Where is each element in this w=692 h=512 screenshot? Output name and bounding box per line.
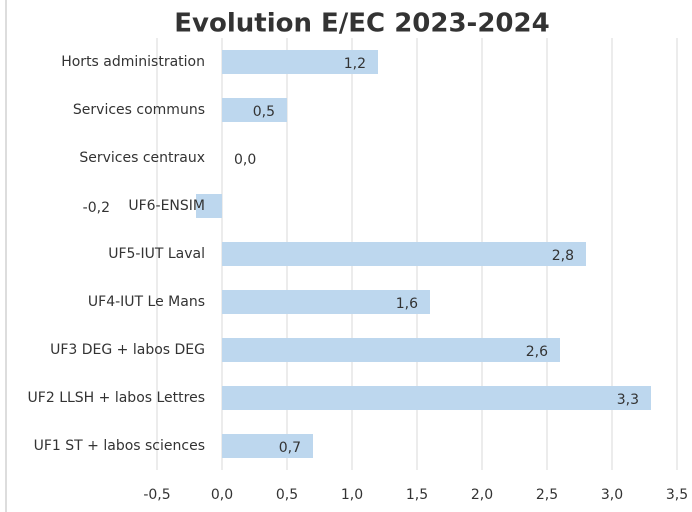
bar (222, 290, 430, 314)
category-label: Services centraux (79, 150, 205, 166)
value-label: 2,8 (552, 248, 574, 264)
category-label: UF3 DEG + labos DEG (50, 342, 205, 358)
x-tick-label: 1,5 (406, 487, 428, 503)
x-tick-label: 3,5 (666, 487, 688, 503)
value-label: -0,2 (83, 200, 110, 216)
bar (222, 50, 378, 74)
category-label: UF4-IUT Le Mans (88, 294, 205, 310)
value-label: 0,7 (279, 440, 301, 456)
bar (222, 338, 560, 362)
value-label: 0,5 (253, 104, 275, 120)
category-label: Horts administration (61, 54, 205, 70)
value-label: 2,6 (526, 344, 548, 360)
bar (222, 242, 586, 266)
bar (222, 386, 651, 410)
value-label: 0,0 (234, 152, 256, 168)
x-tick-label: 0,5 (276, 487, 298, 503)
category-label: UF5-IUT Laval (108, 246, 205, 262)
category-label: UF2 LLSH + labos Lettres (28, 390, 205, 406)
value-label: 3,3 (617, 392, 639, 408)
x-tick-label: 2,0 (471, 487, 493, 503)
value-label: 1,2 (344, 56, 366, 72)
chart-title: Evolution E/EC 2023-2024 (174, 9, 549, 39)
bar (222, 434, 313, 458)
bar (222, 98, 287, 122)
category-label: UF6-ENSIM (128, 198, 205, 214)
bar (196, 194, 222, 218)
value-label: 1,6 (396, 296, 418, 312)
category-label: Services communs (73, 102, 205, 118)
category-label: UF1 ST + labos sciences (34, 438, 205, 454)
x-tick-label: 3,0 (601, 487, 623, 503)
x-tick-label: 1,0 (341, 487, 363, 503)
x-tick-label: -0,5 (143, 487, 170, 503)
x-tick-label: 0,0 (211, 487, 233, 503)
x-tick-label: 2,5 (536, 487, 558, 503)
